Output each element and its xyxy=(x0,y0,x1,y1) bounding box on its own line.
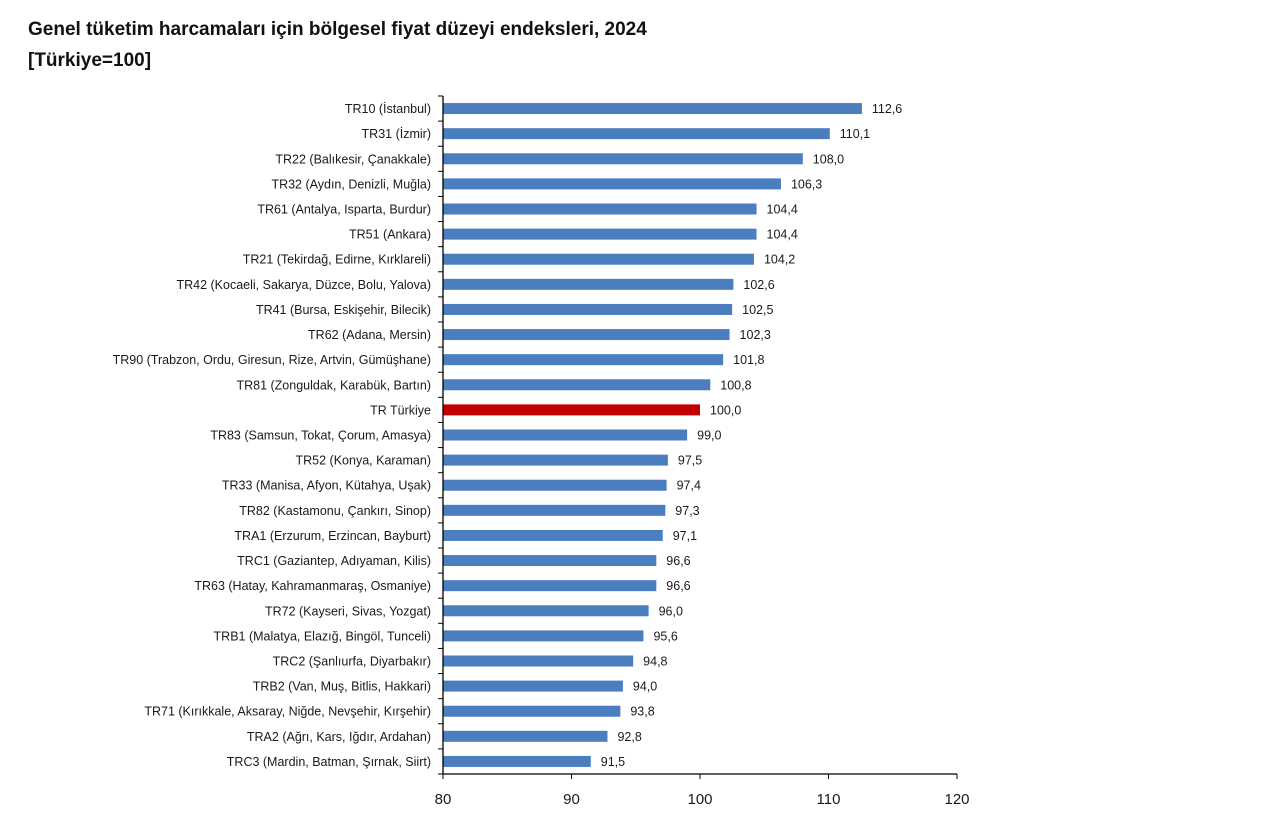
category-label: TR82 (Kastamonu, Çankırı, Sinop) xyxy=(239,504,431,518)
category-label: TR51 (Ankara) xyxy=(349,228,431,242)
bar xyxy=(443,655,634,667)
value-label: 93,8 xyxy=(630,705,654,719)
x-tick-label: 90 xyxy=(563,791,580,808)
axes-group: 80 90 100 110 120 xyxy=(435,95,970,808)
category-label: TRB1 (Malatya, Elazığ, Bingöl, Tunceli) xyxy=(214,629,431,643)
bars-group xyxy=(443,103,862,767)
x-tick-label: 110 xyxy=(817,791,841,808)
category-label: TR10 (İstanbul) xyxy=(345,102,431,116)
bar xyxy=(443,278,734,290)
x-tick-label: 120 xyxy=(944,791,969,808)
bar xyxy=(443,253,754,265)
value-label: 104,2 xyxy=(764,253,795,267)
value-label: 99,0 xyxy=(697,429,721,443)
category-label: TR71 (Kırıkkale, Aksaray, Niğde, Nevşehi… xyxy=(144,705,431,719)
value-label: 106,3 xyxy=(791,177,822,191)
bar xyxy=(443,504,666,516)
bar xyxy=(443,379,711,391)
category-label: TR62 (Adana, Mersin) xyxy=(308,328,431,342)
category-label: TRC3 (Mardin, Batman, Şırnak, Siirt) xyxy=(227,755,431,769)
value-label: 101,8 xyxy=(733,353,764,367)
value-label: 96,6 xyxy=(666,579,690,593)
category-label: TRC2 (Şanlıurfa, Diyarbakır) xyxy=(273,655,431,669)
bar xyxy=(443,354,724,366)
category-label: TR Türkiye xyxy=(370,403,431,417)
category-label: TR33 (Manisa, Afyon, Kütahya, Uşak) xyxy=(222,479,431,493)
value-label: 92,8 xyxy=(617,730,641,744)
value-label: 104,4 xyxy=(767,228,798,242)
bar xyxy=(443,680,623,692)
value-label: 112,6 xyxy=(872,102,902,116)
bar xyxy=(443,555,657,567)
bar xyxy=(443,479,667,491)
bar xyxy=(443,630,644,642)
category-label: TR41 (Bursa, Eskişehir, Bilecik) xyxy=(256,303,431,317)
bar xyxy=(443,429,688,441)
value-label: 102,6 xyxy=(743,278,774,292)
bar xyxy=(443,730,608,742)
category-label: TR32 (Aydın, Denizli, Muğla) xyxy=(271,177,431,191)
bar xyxy=(443,103,862,115)
x-tick-label: 80 xyxy=(435,791,452,808)
value-label: 97,4 xyxy=(677,479,701,493)
bar xyxy=(443,705,621,717)
category-label: TR81 (Zonguldak, Karabük, Bartın) xyxy=(236,378,431,392)
category-label: TRA1 (Erzurum, Erzincan, Bayburt) xyxy=(234,529,431,543)
x-tick-label: 100 xyxy=(687,791,712,808)
value-label: 110,1 xyxy=(840,127,870,141)
category-label: TR52 (Konya, Karaman) xyxy=(296,454,431,468)
category-label: TR63 (Hatay, Kahramanmaraş, Osmaniye) xyxy=(194,579,431,593)
value-label: 102,5 xyxy=(742,303,773,317)
value-label: 102,3 xyxy=(740,328,771,342)
category-labels-group: TR10 (İstanbul) TR31 (İzmir) TR22 (Balıkes… xyxy=(113,102,431,769)
bar xyxy=(443,529,663,541)
category-label: TRA2 (Ağrı, Kars, Iğdır, Ardahan) xyxy=(247,730,431,744)
bar xyxy=(443,580,657,592)
category-label: TR22 (Balıkesir, Çanakkale) xyxy=(275,152,431,166)
category-label: TR42 (Kocaeli, Sakarya, Düzce, Bolu, Yal… xyxy=(176,278,431,292)
value-label: 96,6 xyxy=(666,554,690,568)
category-label: TRC1 (Gaziantep, Adıyaman, Kilis) xyxy=(237,554,431,568)
value-label: 104,4 xyxy=(767,203,798,217)
bar xyxy=(443,454,668,466)
category-label: TRB2 (Van, Muş, Bitlis, Hakkari) xyxy=(253,680,431,694)
value-label: 91,5 xyxy=(601,755,625,769)
category-label: TR72 (Kayseri, Sivas, Yozgat) xyxy=(265,604,431,618)
value-label: 94,8 xyxy=(643,655,667,669)
category-label: TR61 (Antalya, Isparta, Burdur) xyxy=(257,203,431,217)
category-label: TR21 (Tekirdağ, Edirne, Kırklareli) xyxy=(243,253,431,267)
bar xyxy=(443,605,649,617)
value-label: 97,3 xyxy=(675,504,699,518)
category-label: TR31 (İzmir) xyxy=(362,127,431,141)
value-label: 97,5 xyxy=(678,454,702,468)
chart-title-block: Genel tüketim harcamaları için bölgesel … xyxy=(28,14,647,76)
chart-title: Genel tüketim harcamaları için bölgesel … xyxy=(28,19,647,40)
bar xyxy=(443,329,730,341)
value-label: 96,0 xyxy=(659,604,683,618)
bar xyxy=(443,128,830,140)
value-label: 108,0 xyxy=(813,152,844,166)
chart-subtitle: [Türkiye=100] xyxy=(28,50,152,71)
value-label: 97,1 xyxy=(673,529,697,543)
value-label: 100,8 xyxy=(720,378,751,392)
bar xyxy=(443,178,781,190)
bar xyxy=(443,755,591,767)
category-label: TR83 (Samsun, Tokat, Çorum, Amasya) xyxy=(210,429,431,443)
value-label: 94,0 xyxy=(633,680,657,694)
bar xyxy=(443,228,757,240)
value-label: 100,0 xyxy=(710,403,741,417)
bar xyxy=(443,404,700,416)
bar xyxy=(443,153,803,165)
category-label: TR90 (Trabzon, Ordu, Giresun, Rize, Artv… xyxy=(113,353,431,367)
bar xyxy=(443,303,733,315)
bar xyxy=(443,203,757,215)
value-label: 95,6 xyxy=(653,629,677,643)
